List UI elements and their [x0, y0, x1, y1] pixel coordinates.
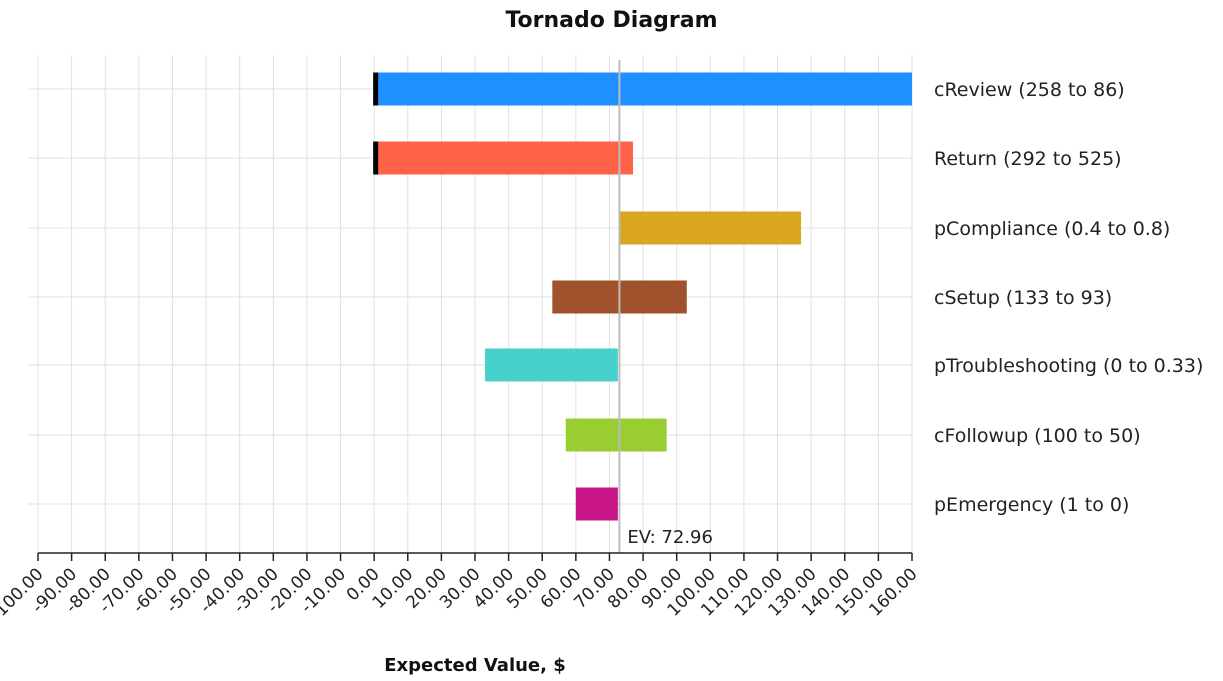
tornado-bar: [619, 211, 802, 245]
bar-label: pEmergency (1 to 0): [934, 494, 1129, 516]
ev-label: EV: 72.96: [627, 527, 713, 548]
x-axis-label: Expected Value, $: [384, 655, 566, 676]
clip-marker: [373, 72, 379, 106]
bar-label: pCompliance (0.4 to 0.8): [934, 218, 1170, 240]
tornado-bar: [374, 72, 913, 106]
tornado-bar: [565, 418, 667, 452]
bar-label: cReview (258 to 86): [934, 79, 1125, 101]
bar-label: pTroubleshooting (0 to 0.33): [934, 355, 1203, 377]
tornado-bar: [485, 348, 618, 382]
bar-label: Return (292 to 525): [934, 148, 1122, 170]
chart-title: Tornado Diagram: [505, 8, 718, 33]
bar-label: cSetup (133 to 93): [934, 287, 1112, 309]
tornado-bar: [575, 487, 618, 521]
tornado-bar: [374, 141, 633, 175]
bar-label: cFollowup (100 to 50): [934, 425, 1141, 447]
clip-marker: [373, 141, 379, 175]
